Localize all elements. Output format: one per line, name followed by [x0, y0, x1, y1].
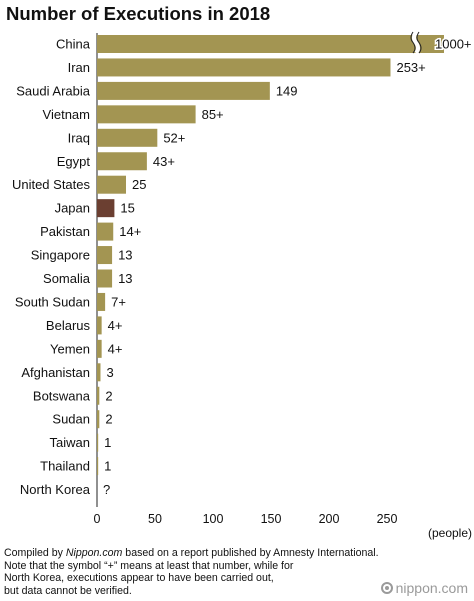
- value-label-vietnam: 85+: [202, 107, 224, 122]
- bar-vietnam: [97, 105, 196, 124]
- value-label-thailand: 1: [104, 459, 111, 474]
- category-label-united-states: United States: [12, 177, 91, 192]
- note-line-3: North Korea, executions appear to have b…: [4, 572, 274, 585]
- value-label-singapore: 13: [118, 248, 132, 263]
- bar-pakistan: [97, 222, 114, 241]
- category-label-egypt: Egypt: [57, 154, 91, 169]
- value-label-iran: 253+: [396, 60, 425, 75]
- nippon-logo-icon: [380, 582, 393, 594]
- brand-text: nippon.com: [395, 580, 468, 596]
- category-label-vietnam: Vietnam: [43, 107, 90, 122]
- category-label-thailand: Thailand: [40, 459, 90, 474]
- category-label-afghanistan: Afghanistan: [21, 365, 90, 380]
- value-label-pakistan: 14+: [119, 224, 141, 239]
- value-label-iraq: 52+: [163, 130, 185, 145]
- category-label-iraq: Iraq: [68, 130, 90, 145]
- x-tick-label: 200: [319, 512, 340, 526]
- bar-saudi-arabia: [97, 81, 270, 100]
- x-tick-label: 100: [203, 512, 224, 526]
- category-label-botswana: Botswana: [33, 388, 91, 403]
- category-label-pakistan: Pakistan: [40, 224, 90, 239]
- bar-botswana: [97, 386, 100, 405]
- bar-somalia: [97, 269, 113, 288]
- value-label-china: 1000+: [435, 37, 472, 52]
- note-line-2: Note that the symbol “+” means at least …: [4, 559, 294, 572]
- category-label-yemen: Yemen: [50, 341, 90, 356]
- source-name: Nippon.com: [65, 547, 123, 559]
- axis-break-line-left: [410, 31, 416, 54]
- category-label-somalia: Somalia: [43, 271, 91, 286]
- category-label-singapore: Singapore: [31, 248, 90, 263]
- value-label-afghanistan: 3: [106, 365, 113, 380]
- value-label-somalia: 13: [118, 271, 132, 286]
- value-label-united-states: 25: [132, 177, 146, 192]
- category-label-north-korea: North Korea: [20, 482, 91, 497]
- bar-south-sudan: [97, 292, 106, 311]
- value-label-botswana: 2: [105, 388, 112, 403]
- value-label-sudan: 2: [105, 412, 112, 427]
- bar-taiwan: [97, 433, 99, 452]
- category-label-saudi-arabia: Saudi Arabia: [16, 83, 90, 98]
- bar-belarus: [97, 316, 102, 335]
- category-label-japan: Japan: [55, 201, 90, 216]
- value-label-saudi-arabia: 149: [276, 83, 298, 98]
- note-line-1: Compiled by Nippon.com based on a report…: [4, 547, 379, 559]
- chart-notes: Compiled by Nippon.com based on a report…: [4, 547, 444, 597]
- x-tick-label: 0: [94, 512, 101, 526]
- category-label-taiwan: Taiwan: [50, 435, 90, 450]
- bar-egypt: [97, 152, 147, 171]
- bar-united-states: [97, 175, 126, 194]
- value-label-north-korea: ?: [103, 482, 110, 497]
- bar-thailand: [97, 457, 99, 476]
- axis-break-gap: [412, 30, 420, 55]
- category-label-china: China: [56, 37, 91, 52]
- value-label-egypt: 43+: [153, 154, 175, 169]
- category-label-sudan: Sudan: [52, 412, 90, 427]
- category-label-south-sudan: South Sudan: [15, 294, 90, 309]
- bar-iran: [97, 58, 391, 77]
- category-label-belarus: Belarus: [46, 318, 91, 333]
- bar-iraq: [97, 128, 158, 147]
- bar-afghanistan: [97, 363, 101, 382]
- value-label-south-sudan: 7+: [111, 294, 126, 309]
- value-label-taiwan: 1: [104, 435, 111, 450]
- bar-chart: China 1000+ Iran 253+ Saudi Arabia 149 Vietnam…: [12, 30, 473, 540]
- category-label-iran: Iran: [68, 60, 90, 75]
- bar-singapore: [97, 246, 113, 265]
- value-label-yemen: 4+: [108, 341, 123, 356]
- bar-china: [97, 35, 444, 53]
- value-label-belarus: 4+: [108, 318, 123, 333]
- note-line-4: but data cannot be verified.: [4, 584, 132, 597]
- bar-yemen: [97, 339, 102, 358]
- x-tick-label: 50: [148, 512, 162, 526]
- bar-sudan: [97, 410, 100, 429]
- bar-japan: [97, 199, 115, 218]
- chart-title: Number of Executions in 2018: [6, 3, 271, 24]
- brand-logo: nippon.com: [380, 580, 468, 596]
- x-axis-label: (people): [428, 526, 472, 540]
- value-label-japan: 15: [120, 201, 134, 216]
- axis-break-line-right: [416, 31, 422, 54]
- x-tick-label: 250: [377, 512, 398, 526]
- x-tick-label: 150: [261, 512, 282, 526]
